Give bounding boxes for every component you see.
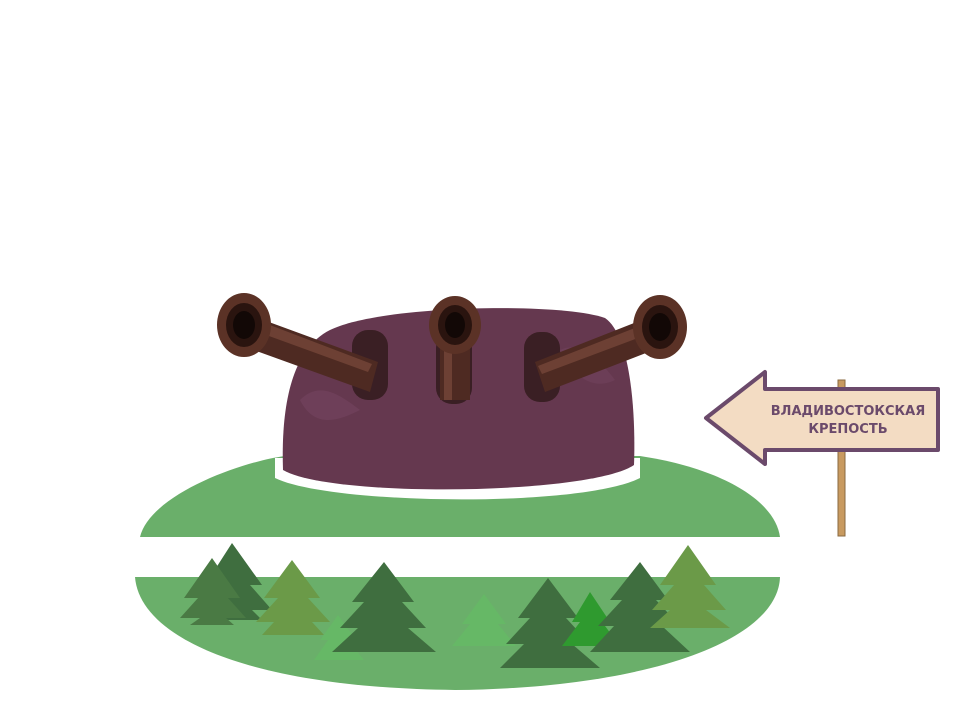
tree-icon	[256, 560, 330, 635]
tree-icon	[180, 558, 246, 625]
signpost-post	[837, 379, 846, 537]
gun-barrel-right	[535, 295, 687, 392]
tree-icon	[590, 562, 690, 652]
tree-icon	[562, 592, 620, 646]
tree-icon	[650, 545, 730, 628]
tree-icon	[500, 578, 600, 668]
gun-barrel-center	[429, 296, 481, 400]
gun-barrel-left	[217, 293, 378, 392]
signpost-arrow-icon	[704, 370, 940, 466]
tree-icon	[332, 562, 436, 652]
sign-text-line2: КРЕПОСТЬ	[808, 422, 887, 437]
forest	[180, 543, 730, 668]
sign-text-line1: ВЛАДИВОСТОКСКАЯ	[771, 404, 926, 419]
turret-illustration	[217, 293, 687, 500]
signpost: ВЛАДИВОСТОКСКАЯ КРЕПОСТЬ	[704, 370, 940, 537]
turret-shading	[300, 390, 360, 420]
tree-icon	[452, 594, 516, 646]
